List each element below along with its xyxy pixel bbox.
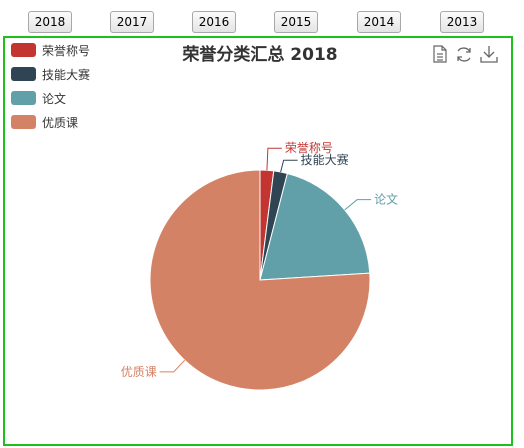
legend-item[interactable]: 荣誉称号 xyxy=(11,43,90,58)
year-button-2013[interactable]: 2013 xyxy=(440,11,484,33)
pie-slices xyxy=(149,169,371,391)
legend-item[interactable]: 论文 xyxy=(11,91,66,106)
restore-icon[interactable] xyxy=(455,45,473,63)
slice-label: 荣誉称号 xyxy=(285,141,333,155)
label-guide-line xyxy=(159,359,186,373)
legend-swatch xyxy=(11,91,36,105)
chart-title: 荣誉分类汇总 2018 xyxy=(181,44,337,65)
data-view-icon[interactable] xyxy=(431,45,449,63)
label-guide-line xyxy=(344,199,372,211)
year-button-2015[interactable]: 2015 xyxy=(274,11,318,33)
legend-label: 荣誉称号 xyxy=(42,44,90,58)
year-button-2017[interactable]: 2017 xyxy=(110,11,154,33)
year-button-2014[interactable]: 2014 xyxy=(357,11,401,33)
label-guide-line xyxy=(266,147,282,171)
slice-label: 优质课 xyxy=(121,365,157,379)
chart-container: 荣誉分类汇总 2018 荣誉称号 技能大赛 论文 优质课 荣誉称号 技能大赛 论文 优质课 xyxy=(3,36,513,446)
legend-item[interactable]: 优质课 xyxy=(11,115,78,130)
legend-label: 技能大赛 xyxy=(42,67,90,82)
legend-label: 论文 xyxy=(42,91,66,106)
slice-label: 技能大赛 xyxy=(301,152,349,167)
save-image-icon[interactable] xyxy=(480,45,498,63)
year-button-2018[interactable]: 2018 xyxy=(28,11,72,33)
legend-item[interactable]: 技能大赛 xyxy=(11,67,90,82)
legend-swatch xyxy=(11,115,36,129)
legend-swatch xyxy=(11,43,36,57)
pie-slice[interactable] xyxy=(149,169,371,391)
legend-label: 优质课 xyxy=(42,116,78,130)
label-guide-line xyxy=(280,159,298,173)
year-button-2016[interactable]: 2016 xyxy=(192,11,236,33)
pie-slice[interactable] xyxy=(259,172,371,281)
slice-label: 论文 xyxy=(374,192,398,207)
legend-swatch xyxy=(11,67,36,81)
